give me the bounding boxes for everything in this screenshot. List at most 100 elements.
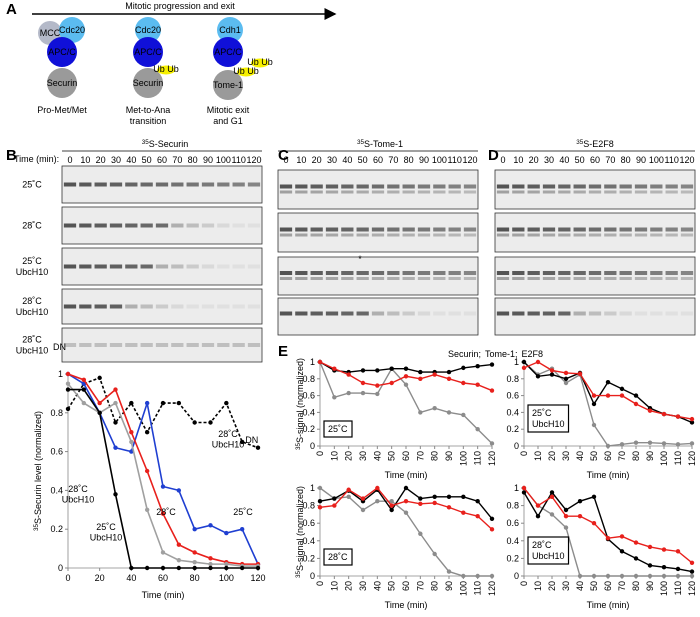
y-tick-label: 0.2 <box>50 524 63 534</box>
circle-label: APC/C <box>48 47 76 57</box>
data-point <box>360 507 366 513</box>
gel-band <box>665 233 678 237</box>
lane-time: 70 <box>605 155 615 165</box>
data-point <box>591 521 597 526</box>
data-point <box>113 445 118 450</box>
gel-blot <box>494 212 696 253</box>
x-tick-label: 40 <box>575 581 585 591</box>
y-tick-label: 0.4 <box>302 407 315 417</box>
gel-band <box>463 190 477 194</box>
gel-band <box>94 343 107 347</box>
gel-band <box>573 311 586 316</box>
y-tick-label: 1 <box>514 483 519 493</box>
data-point <box>461 365 466 371</box>
data-point <box>633 401 639 407</box>
data-point <box>489 573 495 579</box>
diagram-circle <box>213 37 243 67</box>
circle-label: Tome-1 <box>213 80 243 90</box>
data-point <box>418 376 423 381</box>
data-point <box>208 561 213 567</box>
gel-band <box>201 343 215 347</box>
lane-time: 40 <box>559 155 569 165</box>
data-point <box>461 380 466 386</box>
gel-band <box>433 311 446 316</box>
data-point <box>255 445 261 450</box>
gel-band <box>140 182 153 187</box>
data-point <box>647 573 653 579</box>
gel-band <box>604 277 617 280</box>
data-point <box>689 560 695 565</box>
data-point <box>489 388 495 393</box>
gel-band <box>295 184 308 189</box>
row-label: UbcH10 <box>16 346 49 356</box>
gel-band <box>463 233 477 237</box>
data-point <box>317 505 323 510</box>
ub-label: Ub Ub <box>233 66 259 76</box>
gel-band <box>604 311 617 316</box>
data-point <box>375 499 380 504</box>
data-point <box>65 381 71 386</box>
circle-label: Cdh1 <box>219 25 241 35</box>
data-point <box>389 507 394 513</box>
data-point <box>144 507 150 512</box>
data-point <box>418 501 423 507</box>
gel-band <box>79 223 92 228</box>
circle-label: Cdc20 <box>135 25 161 35</box>
gel-band <box>573 190 586 194</box>
series-label: 28˚C UbcH10 <box>212 429 245 449</box>
row-label-sup: DN <box>53 342 66 352</box>
data-point <box>549 372 555 377</box>
gel-band <box>232 264 245 269</box>
lane-time: 10 <box>296 155 306 165</box>
gel-band <box>650 227 663 232</box>
series-label-sup: DN <box>245 435 258 445</box>
y-tick-label: 0.2 <box>506 424 519 434</box>
series-label: 28˚C UbcH10 <box>62 484 95 504</box>
gel-band <box>341 271 354 275</box>
gel-band <box>171 304 184 309</box>
y-tick-label: 1 <box>514 357 519 367</box>
data-point <box>160 484 166 489</box>
gel-band <box>109 304 123 309</box>
gel-title: 35S-Securin <box>142 139 189 149</box>
stage-caption: transition <box>130 116 167 126</box>
gel-band <box>247 223 261 228</box>
gel-band <box>155 264 169 269</box>
lane-time: 10 <box>80 155 90 165</box>
gel-band <box>512 271 525 275</box>
x-tick-label: 60 <box>401 581 411 591</box>
data-point <box>208 556 213 561</box>
x-tick-label: 0 <box>65 573 70 583</box>
gel-band <box>186 343 199 347</box>
gel-band <box>463 311 477 316</box>
data-point <box>521 359 527 365</box>
y-tick-label: 1 <box>58 369 63 379</box>
data-point <box>317 499 323 504</box>
data-point <box>129 565 134 571</box>
data-point <box>647 563 653 568</box>
y-tick-label: 0.6 <box>506 391 519 401</box>
panel-label: C <box>278 147 289 164</box>
lane-time: 100 <box>649 155 664 165</box>
gel-band <box>356 227 369 232</box>
y-tick-label: 0 <box>310 571 315 581</box>
circle-label: APC/C <box>134 47 162 57</box>
gel-band <box>186 223 199 228</box>
gel-band <box>527 227 540 232</box>
gel-band <box>619 311 632 316</box>
gel-band <box>79 343 92 347</box>
gel-band <box>371 184 385 189</box>
lane-time: 80 <box>404 155 414 165</box>
gel-band <box>387 190 400 194</box>
gel-band <box>417 227 431 232</box>
gel-blot <box>277 212 479 253</box>
x-tick-label: 20 <box>95 573 105 583</box>
gel-blot <box>277 256 479 296</box>
lane-time: 30 <box>111 155 121 165</box>
gel-band <box>279 190 293 194</box>
ubiquitin <box>157 65 175 75</box>
gel-band <box>171 264 184 269</box>
data-point <box>446 376 452 381</box>
annotation-box: 28˚C <box>323 548 353 566</box>
gel-band <box>634 184 648 189</box>
